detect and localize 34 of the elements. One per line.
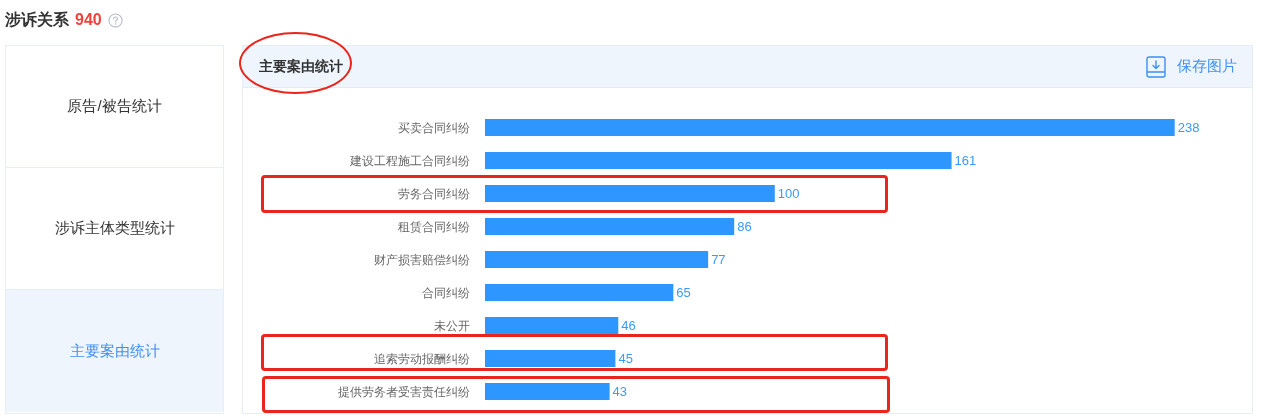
data-label: 238 (1177, 120, 1200, 135)
y-tick-label: 买卖合同纠纷 (398, 120, 470, 135)
data-label: 86 (737, 219, 752, 234)
text: 原告/被告统计 (6, 46, 223, 168)
text: 940 (75, 11, 102, 29)
text: 涉诉关系 (5, 9, 69, 30)
text: 主要案由统计 (6, 290, 223, 412)
data-label: 161 (954, 153, 977, 168)
y-tick-label: 劳务合同纠纷 (398, 186, 470, 201)
y-tick-label: 建设工程施工合同纠纷 (349, 153, 470, 168)
data-label: 77 (711, 252, 726, 267)
data-label: 100 (777, 186, 800, 201)
y-tick-label: 提供劳务者受害责任纠纷 (338, 384, 470, 399)
bar (485, 151, 952, 170)
bar (485, 283, 674, 302)
data-label: 65 (676, 285, 691, 300)
text: 保存图片 (1177, 57, 1237, 76)
text: 涉诉主体类型统计 (6, 168, 223, 290)
data-label: 46 (621, 318, 636, 333)
bar (485, 217, 735, 236)
y-tick-label: 租赁合同纠纷 (398, 219, 470, 234)
text: 主要案由统计 (259, 57, 343, 76)
bar (485, 184, 775, 203)
y-tick-label: 财产损害赔偿纠纷 (374, 252, 470, 267)
y-tick-label: 合同纠纷 (422, 285, 470, 300)
bar (485, 316, 619, 335)
bar (485, 118, 1175, 137)
y-tick-label: 追索劳动报酬纠纷 (374, 351, 470, 366)
bar (485, 382, 610, 401)
bar (485, 250, 709, 269)
data-label: 45 (618, 351, 633, 366)
bar (485, 349, 616, 368)
data-label: 43 (612, 384, 628, 399)
y-tick-label: 未公开 (434, 318, 470, 333)
